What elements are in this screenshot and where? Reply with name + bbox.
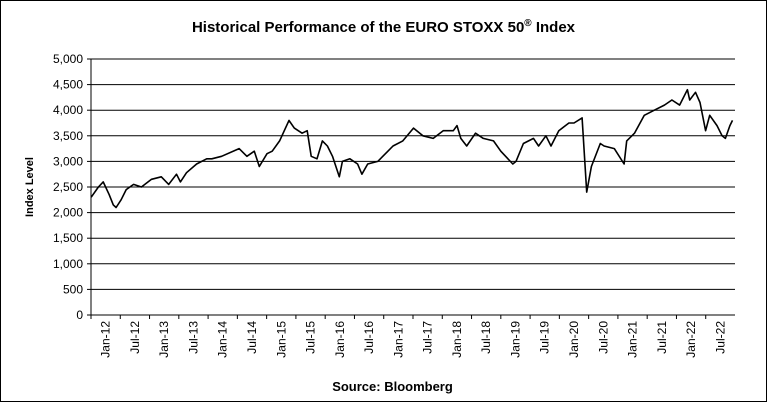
x-axis-label: Source: Bloomberg <box>332 379 453 394</box>
y-tick-label: 1,500 <box>53 231 83 245</box>
x-tick-label: Jul-14 <box>245 321 259 354</box>
x-tick-label: Jul-12 <box>128 321 142 354</box>
x-tick-label: Jul-18 <box>479 321 493 354</box>
y-tick-label: 2,500 <box>53 180 83 194</box>
x-tick-label: Jan-20 <box>567 321 581 358</box>
y-tick-label: 3,000 <box>53 154 83 168</box>
x-tick-label: Jul-13 <box>186 321 200 354</box>
x-tick-label: Jul-19 <box>538 321 552 354</box>
x-tick-label: Jul-21 <box>655 321 669 354</box>
x-tick-label: Jan-12 <box>99 321 113 358</box>
x-tick-label: Jan-15 <box>274 321 288 358</box>
y-tick-label: 4,500 <box>53 78 83 92</box>
x-tick-label: Jan-18 <box>450 321 464 358</box>
x-tick-label: Jan-14 <box>216 321 230 358</box>
chart-title: Historical Performance of the EURO STOXX… <box>191 18 576 36</box>
registered-mark: ® <box>524 18 532 29</box>
y-tick-label: 2,000 <box>53 206 83 220</box>
x-tick-label: Jan-19 <box>508 321 522 358</box>
series-line <box>90 88 734 209</box>
x-tick-label: Jan-13 <box>157 321 171 358</box>
y-tick-label: 0 <box>76 308 83 322</box>
x-tick-label: Jul-22 <box>713 321 727 354</box>
y-tick-label: 500 <box>63 282 83 296</box>
y-tick-label: 4,000 <box>53 103 83 117</box>
x-tick-label: Jan-21 <box>626 321 640 358</box>
x-tick-label: Jan-16 <box>333 321 347 358</box>
y-tick-label: 3,500 <box>53 129 83 143</box>
x-tick-label: Jul-17 <box>421 321 435 354</box>
y-axis-label: Index Level <box>24 157 36 217</box>
x-tick-label: Jul-20 <box>596 321 610 354</box>
x-tick-label: Jan-17 <box>391 321 405 358</box>
y-tick-label: 1,000 <box>53 257 83 271</box>
x-tick-label: Jan-22 <box>684 321 698 358</box>
x-tick-label: Jul-15 <box>304 321 318 354</box>
x-tick-label: Jul-16 <box>362 321 376 354</box>
y-tick-label: 5,000 <box>53 52 83 66</box>
